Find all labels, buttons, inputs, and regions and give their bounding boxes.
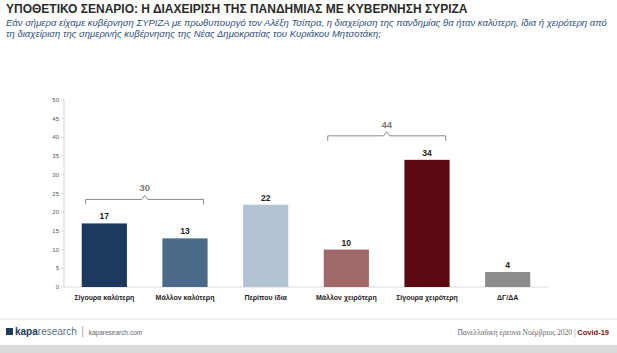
x-tick-label: Μάλλον καλύτερη bbox=[156, 294, 215, 302]
y-tick-label: 15 bbox=[52, 228, 59, 234]
footer-site: kaparesearch.com bbox=[89, 329, 142, 337]
footer-separator bbox=[82, 326, 83, 337]
logo-mark bbox=[6, 328, 13, 335]
bottom-strip bbox=[0, 345, 617, 353]
subtitle-line: Εάν σήμερα είχαμε κυβέρνηση ΣΥΡΙΖΑ με πρ… bbox=[6, 17, 607, 28]
y-tick-label: 25 bbox=[52, 191, 59, 197]
subtitle: Εάν σήμερα είχαμε κυβέρνηση ΣΥΡΙΖΑ με πρ… bbox=[6, 17, 607, 39]
survey-topic: Covid-19 bbox=[577, 328, 609, 337]
x-tick-label: Σίγουρα χειρότερη bbox=[396, 294, 458, 302]
y-tick-label: 35 bbox=[52, 153, 59, 159]
y-tick bbox=[61, 137, 64, 138]
y-tick bbox=[61, 268, 64, 269]
data-label: 22 bbox=[261, 193, 271, 203]
subtitle-line: τη διαχείριση της σημερινής κυβέρνησης τ… bbox=[6, 28, 381, 39]
logo-rest: research bbox=[38, 326, 77, 337]
data-label: 4 bbox=[505, 260, 510, 270]
x-tick-label: Περίπου ίδια bbox=[244, 294, 287, 302]
bar bbox=[162, 238, 207, 287]
y-tick-label: 10 bbox=[52, 247, 59, 253]
bars bbox=[82, 160, 531, 287]
bar bbox=[82, 223, 127, 287]
survey-text: Πανελλαδική έρευνα Νοέμβριος 2020 | bbox=[457, 328, 577, 337]
x-tick-label: Σίγουρα καλύτερη bbox=[74, 294, 134, 302]
y-tick bbox=[61, 212, 64, 213]
chart: ΥΠΟΘΕΤΙΚΟ ΣΕΝΑΡΙΟ: Η ΔΙΑΧΕΙΡΙΣΗ ΤΗΣ ΠΑΝΔ… bbox=[0, 0, 617, 353]
group-label: 44 bbox=[381, 119, 392, 130]
data-label: 34 bbox=[422, 148, 432, 158]
data-label: 13 bbox=[180, 226, 190, 236]
y-tick bbox=[61, 100, 64, 101]
x-axis-line bbox=[64, 287, 548, 288]
bar bbox=[324, 250, 369, 287]
y-tick bbox=[61, 193, 64, 194]
y-tick-label: 30 bbox=[52, 172, 59, 178]
x-tick-label: ΔΓ/ΔΑ bbox=[497, 294, 518, 301]
logo-bold: kapa bbox=[15, 326, 38, 337]
y-tick bbox=[61, 287, 64, 288]
bar bbox=[243, 205, 288, 287]
data-label: 17 bbox=[100, 211, 110, 221]
logo: kaparesearch bbox=[15, 326, 77, 337]
y-tick bbox=[61, 156, 64, 157]
y-tick-label: 45 bbox=[52, 116, 59, 122]
data-label: 10 bbox=[342, 238, 352, 248]
y-tick-label: 40 bbox=[52, 134, 59, 140]
group-bracket bbox=[328, 132, 446, 141]
bar bbox=[404, 160, 449, 287]
bar bbox=[485, 272, 530, 287]
title: ΥΠΟΘΕΤΙΚΟ ΣΕΝΑΡΙΟ: Η ΔΙΑΧΕΙΡΙΣΗ ΤΗΣ ΠΑΝΔ… bbox=[6, 2, 468, 16]
y-tick bbox=[61, 249, 64, 250]
y-tick-label: 50 bbox=[52, 97, 59, 103]
y-tick-label: 5 bbox=[56, 265, 60, 271]
footer-rule bbox=[0, 319, 617, 320]
y-tick bbox=[61, 174, 64, 175]
footer-survey: Πανελλαδική έρευνα Νοέμβριος 2020 | Covi… bbox=[457, 328, 609, 337]
group-bracket bbox=[86, 195, 204, 204]
y-tick-label: 0 bbox=[56, 284, 60, 290]
group-label: 30 bbox=[139, 182, 150, 193]
y-tick-label: 20 bbox=[52, 209, 59, 215]
x-tick-label: Μάλλον χειρότερη bbox=[316, 294, 377, 302]
y-tick bbox=[61, 118, 64, 119]
y-tick bbox=[61, 230, 64, 231]
